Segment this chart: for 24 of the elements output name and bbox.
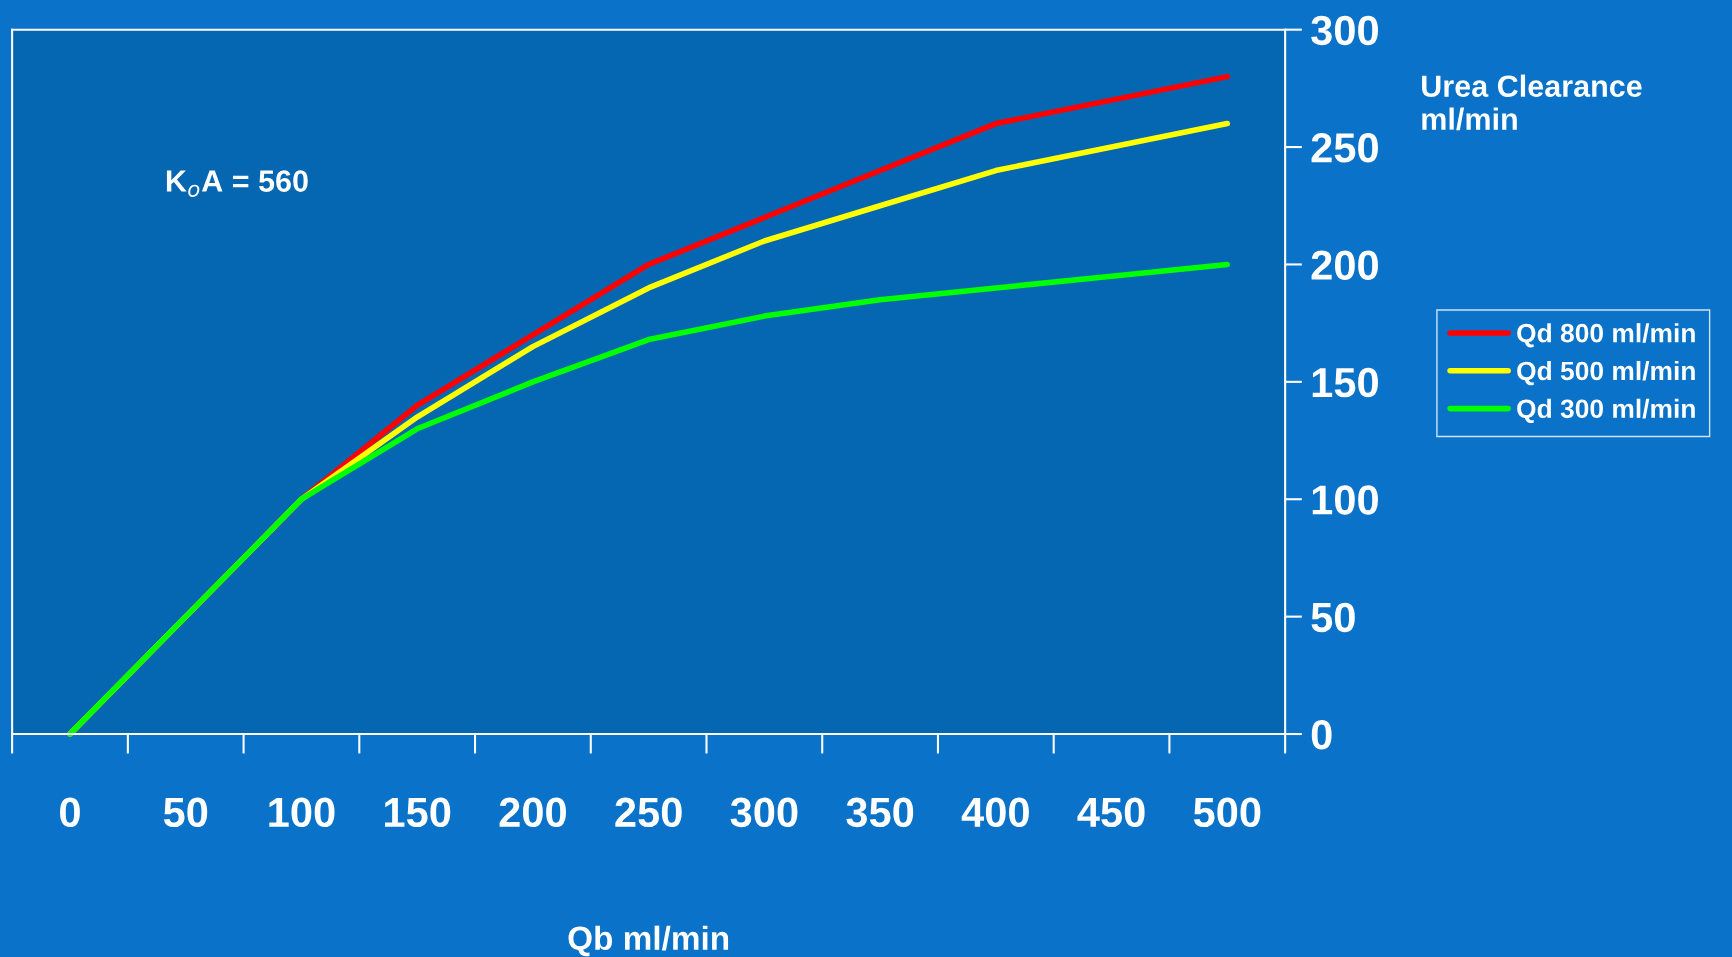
y-tick-label: 250	[1311, 133, 1378, 163]
y-tick-label: 0	[1311, 720, 1332, 750]
x-axis-title: Qb ml/min	[568, 925, 729, 957]
x-tick-label: 500	[1193, 797, 1261, 828]
x-tick-label: 150	[385, 797, 451, 828]
y-tick-label: 150	[1312, 367, 1378, 398]
x-tick-label: 200	[499, 797, 566, 828]
legend-label: Qd 800 ml/min	[1517, 323, 1695, 348]
legend-label: Qd 500 ml/min	[1517, 360, 1695, 386]
y-tick-label: 200	[1311, 250, 1378, 280]
x-tick-label: 300	[730, 797, 798, 828]
x-tick-label: 350	[846, 797, 914, 828]
x-tick-label: 0	[60, 797, 80, 828]
legend-label: Qd 300 ml/min	[1517, 398, 1695, 424]
y-axis-title: Urea Clearance ml/min	[1422, 74, 1642, 131]
x-tick-label: 450	[1077, 797, 1145, 828]
x-tick-label: 250	[615, 797, 682, 828]
x-tick-label: 50	[163, 797, 208, 828]
annotation: K$_{o}$A = 560	[166, 170, 308, 197]
x-tick-label: 100	[269, 797, 335, 828]
y-tick-label: 300	[1311, 15, 1378, 46]
y-tick-label: 100	[1312, 485, 1378, 515]
x-tick-label: 400	[961, 797, 1029, 828]
y-tick-label: 50	[1311, 602, 1355, 633]
